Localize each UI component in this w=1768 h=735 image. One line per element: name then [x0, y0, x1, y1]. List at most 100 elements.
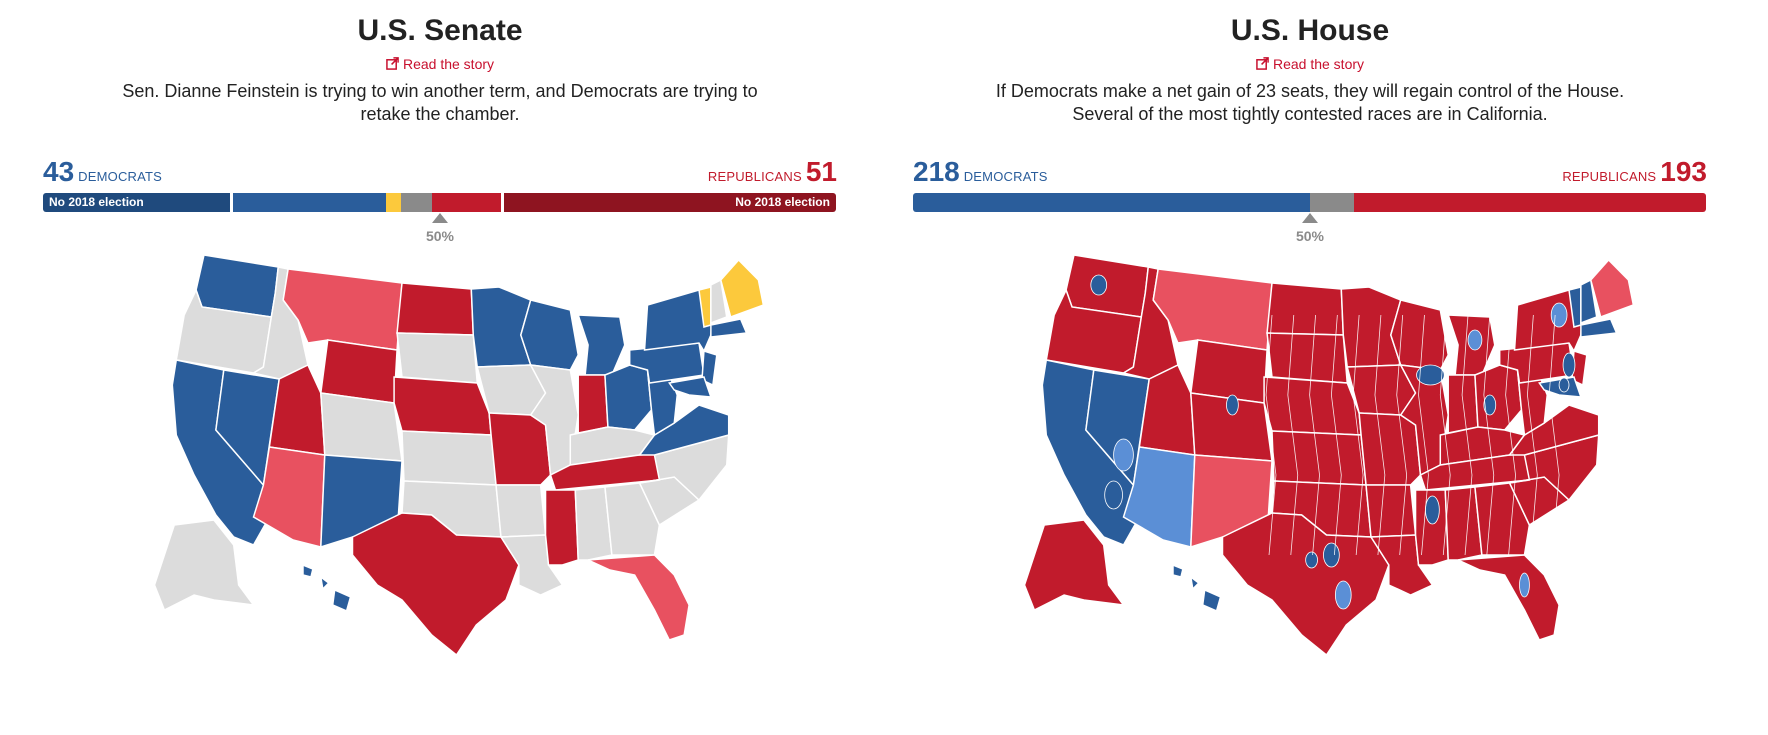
senate-state-mn[interactable]: [470, 286, 532, 368]
house-state-nh[interactable]: [1580, 278, 1598, 325]
house-dem-district[interactable]: [1226, 394, 1239, 416]
house-state-oh[interactable]: [1474, 364, 1523, 431]
senate-map-states: [153, 255, 765, 657]
senate-rep-label: REPUBLICANS: [707, 169, 802, 184]
senate-state-hi[interactable]: [302, 563, 352, 613]
house-dem-district[interactable]: [1416, 364, 1445, 386]
senate-state-me[interactable]: [719, 258, 765, 318]
senate-panel: U.S. Senate Read the story Sen. Dianne F…: [40, 0, 840, 735]
house-dem-label: DEMOCRATS: [963, 169, 1048, 184]
senate-state-ne[interactable]: [393, 376, 492, 436]
senate-state-sd[interactable]: [396, 332, 479, 384]
house-state-mo[interactable]: [1358, 412, 1422, 486]
senate-state-oh[interactable]: [604, 364, 653, 431]
house-dem-district[interactable]: [1562, 352, 1576, 378]
house-description: If Democrats make a net gain of 23 seats…: [995, 81, 1625, 124]
senate-state-wy[interactable]: [319, 339, 398, 404]
senate-state-nc[interactable]: [639, 434, 730, 502]
senate-state-in[interactable]: [577, 374, 609, 434]
house-dem-district[interactable]: [1323, 542, 1340, 568]
house-state-nc[interactable]: [1509, 434, 1600, 502]
senate-bar-independent: [386, 193, 402, 212]
house-state-hi[interactable]: [1172, 563, 1222, 613]
senate-state-wi[interactable]: [520, 299, 579, 371]
senate-state-ms[interactable]: [544, 489, 579, 566]
senate-state-co[interactable]: [320, 392, 403, 462]
house-story-link[interactable]: Read the story: [910, 56, 1710, 72]
house-dem-district[interactable]: [1305, 551, 1318, 569]
senate-story-label: Read the story: [402, 56, 495, 72]
senate-state-nh[interactable]: [710, 278, 728, 325]
house-dem-district[interactable]: [1334, 580, 1352, 610]
senate-story-link[interactable]: Read the story: [40, 56, 840, 72]
senate-state-ga[interactable]: [604, 482, 661, 556]
house-dem-district[interactable]: [1483, 394, 1497, 416]
senate-state-mo[interactable]: [488, 412, 552, 486]
house-rep-count: REPUBLICANS 193: [1562, 156, 1707, 188]
house-dem-district[interactable]: [1425, 495, 1440, 525]
senate-map: [153, 255, 765, 657]
house-rep-label: REPUBLICANS: [1562, 169, 1657, 184]
senate-state-nj[interactable]: [701, 350, 718, 387]
senate-bar-rep-2018: [431, 193, 501, 212]
house-state-al[interactable]: [1444, 486, 1483, 561]
house-state-mn[interactable]: [1340, 286, 1402, 368]
house-district-line: [1461, 314, 1473, 556]
house-district-line: [1483, 314, 1495, 556]
house-state-me[interactable]: [1589, 258, 1635, 318]
house-district-line: [1439, 314, 1451, 556]
house-district-line: [1265, 314, 1277, 556]
senate-bar-dem-no-election: No 2018 election: [43, 193, 231, 212]
senate-state-mi[interactable]: [577, 314, 626, 376]
house-state-nd[interactable]: [1266, 282, 1345, 336]
senate-bar-rep-no-election: No 2018 election: [503, 193, 836, 212]
external-link-icon: [386, 57, 399, 70]
house-district-line: [1331, 314, 1342, 556]
house-district-line: [1418, 314, 1429, 556]
house-district-line: [1352, 314, 1364, 556]
house-map-states: [1023, 255, 1635, 657]
house-title: U.S. House: [1230, 14, 1390, 47]
house-state-ne[interactable]: [1263, 376, 1362, 436]
senate-title: U.S. Senate: [357, 14, 523, 47]
house-dem-district[interactable]: [1113, 438, 1134, 472]
house-district-line: [1527, 314, 1538, 556]
senate-state-nd[interactable]: [396, 282, 475, 336]
house-midpoint-label: 50%: [1295, 228, 1325, 244]
house-district-line: [1374, 314, 1386, 556]
house-state-ar[interactable]: [1365, 484, 1417, 538]
house-state-ma[interactable]: [1580, 318, 1618, 338]
house-panel: U.S. House Read the story If Democrats m…: [910, 0, 1710, 735]
senate-bar-undecided: [401, 193, 432, 212]
house-bar-rep: [1354, 193, 1706, 212]
house-district-line: [1396, 314, 1408, 556]
senate-state-ks[interactable]: [401, 430, 497, 486]
senate-state-ar[interactable]: [495, 484, 547, 538]
house-dem-district[interactable]: [1519, 572, 1530, 598]
senate-midpoint-marker: [432, 213, 448, 223]
house-map: [1023, 255, 1635, 657]
house-state-ak[interactable]: [1023, 519, 1126, 612]
senate-dem-label: DEMOCRATS: [78, 169, 163, 184]
house-dem-count: 218 DEMOCRATS: [913, 156, 1048, 188]
house-dem-district[interactable]: [1550, 302, 1568, 328]
senate-state-ak[interactable]: [153, 519, 256, 612]
senate-state-fl[interactable]: [587, 554, 690, 641]
senate-rep-count: REPUBLICANS 51: [708, 156, 837, 188]
house-dem-district[interactable]: [1467, 329, 1483, 351]
house-dem-district[interactable]: [1104, 480, 1123, 510]
senate-state-md[interactable]: [668, 376, 712, 398]
house-seat-bar: [913, 193, 1706, 212]
house-state-fl[interactable]: [1457, 554, 1560, 641]
senate-state-ma[interactable]: [710, 318, 748, 338]
house-dem-district[interactable]: [1558, 377, 1570, 393]
senate-state-tx[interactable]: [351, 512, 520, 657]
senate-rep-number: 51: [805, 156, 837, 187]
house-state-wy[interactable]: [1189, 339, 1268, 404]
house-state-tx[interactable]: [1221, 512, 1390, 657]
house-dem-district[interactable]: [1090, 274, 1108, 296]
senate-state-al[interactable]: [574, 486, 613, 561]
house-bar-dem: [913, 193, 1311, 212]
house-rep-number: 193: [1660, 156, 1707, 187]
house-district-line: [1548, 314, 1560, 556]
